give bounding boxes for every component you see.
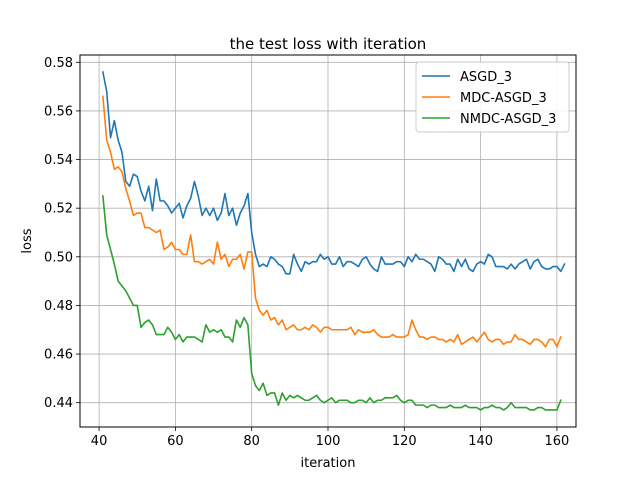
- y-tick-label: 0.58: [44, 56, 73, 71]
- x-tick-label: 120: [392, 434, 417, 449]
- series-line-1: [101, 71, 566, 275]
- y-tick-label: 0.54: [44, 153, 73, 168]
- y-tick-label: 0.50: [44, 250, 73, 265]
- x-tick-label: 160: [545, 434, 570, 449]
- y-tick-label: 0.52: [44, 202, 73, 217]
- y-tick-label: 0.44: [44, 396, 73, 411]
- legend: ASGD_3 MDC-ASGD_3 NMDC-ASGD_3: [415, 61, 570, 133]
- x-axis-label: iteration: [301, 456, 356, 471]
- x-tick-label: 60: [167, 434, 184, 449]
- legend-label: MDC-ASGD_3: [460, 91, 547, 106]
- ticks: 40 60 80 100 120 140 160 0.44 0.46 0.48 0.50 0.52 0.…: [44, 56, 569, 449]
- series-layer: [101, 71, 566, 411]
- y-tick-label: 0.46: [44, 348, 73, 363]
- legend-label: ASGD_3: [460, 70, 512, 85]
- y-tick-label: 0.56: [44, 104, 73, 119]
- legend-label: NMDC-ASGD_3: [460, 112, 556, 127]
- chart-title: the test loss with iteration: [230, 35, 427, 53]
- x-tick-label: 140: [468, 434, 493, 449]
- x-tick-label: 100: [316, 434, 341, 449]
- y-axis-label: loss: [20, 228, 35, 253]
- x-tick-label: 80: [243, 434, 260, 449]
- y-tick-label: 0.48: [44, 299, 73, 314]
- series-line-3: [102, 195, 562, 411]
- x-tick-label: 40: [91, 434, 108, 449]
- legend-box: [415, 61, 570, 133]
- series-line-2: [102, 95, 562, 348]
